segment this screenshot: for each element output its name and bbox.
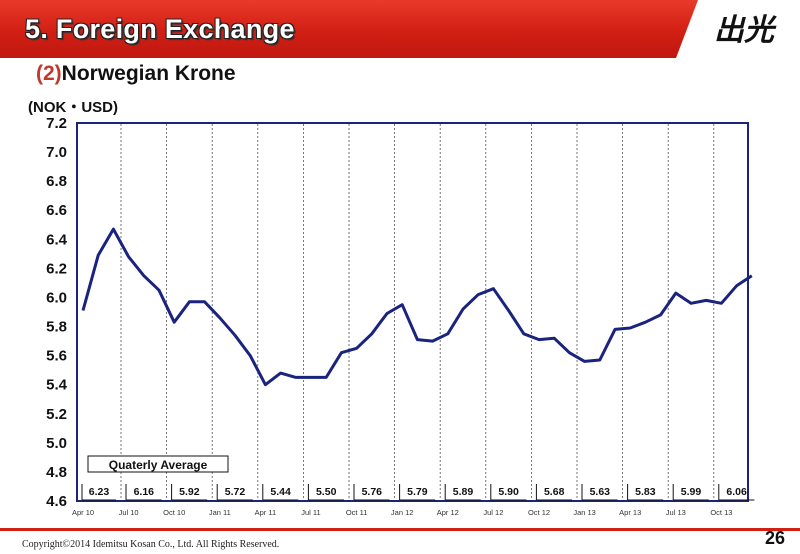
- quarterly-average-value: 5.68: [544, 486, 565, 498]
- quarterly-average-value: 6.16: [134, 486, 155, 498]
- quarterly-average-value: 5.50: [316, 486, 337, 498]
- y-tick-label: 4.8: [46, 464, 67, 481]
- quarterly-average-value: 5.44: [270, 486, 291, 498]
- x-tick-label: Oct 11: [346, 508, 368, 517]
- x-tick-label: Apr 13: [619, 508, 641, 517]
- x-tick-label: Apr 11: [255, 508, 277, 517]
- y-tick-label: 6.8: [46, 173, 67, 190]
- y-tick-label: 5.0: [46, 435, 67, 452]
- quarterly-average-value: 5.72: [225, 486, 246, 498]
- quarterly-average-value: 5.90: [498, 486, 519, 498]
- x-tick-label: Oct 10: [163, 508, 185, 517]
- quarterly-average-value: 5.76: [362, 486, 383, 498]
- x-tick-label: Jul 10: [119, 508, 139, 517]
- section-title: 5. Foreign Exchange: [25, 14, 295, 44]
- quarterly-average-value: 5.89: [453, 486, 474, 498]
- chart-subtitle: (2)Norwegian Krone: [36, 62, 236, 86]
- x-tick-label: Apr 10: [72, 508, 94, 517]
- y-tick-label: 5.6: [46, 348, 67, 365]
- x-tick-label: Jul 11: [301, 508, 320, 517]
- quarterly-average-value: 5.63: [590, 486, 611, 498]
- quarterly-average-label: Quaterly Average: [109, 458, 208, 472]
- y-tick-label: 5.2: [46, 406, 67, 423]
- subtitle-text: Norwegian Krone: [61, 62, 236, 85]
- x-tick-label: Jan 11: [209, 508, 231, 517]
- y-tick-label: 6.0: [46, 289, 67, 306]
- quarterly-average-value: 5.79: [407, 486, 428, 498]
- header-logo-area: [676, 0, 800, 58]
- quarterly-average-value: 5.92: [179, 486, 200, 498]
- y-tick-label: 7.0: [46, 144, 67, 161]
- svg-text:出光: 出光: [714, 13, 777, 48]
- x-tick-label: Jan 12: [391, 508, 414, 517]
- y-tick-label: 6.2: [46, 260, 67, 277]
- page-number: 26: [765, 528, 786, 548]
- x-tick-label: Oct 12: [528, 508, 550, 517]
- x-tick-label: Apr 12: [437, 508, 459, 517]
- y-tick-label: 6.4: [46, 231, 68, 248]
- y-axis-unit-label: (NOK・USD): [28, 99, 118, 116]
- header-bar: [0, 0, 800, 58]
- plot-frame: [76, 122, 749, 502]
- quarterly-average-box: [87, 455, 229, 473]
- quarterly-average-value: 5.99: [681, 486, 702, 498]
- x-tick-label: Jul 12: [483, 508, 503, 517]
- footer-divider: [0, 528, 800, 531]
- x-tick-label: Jan 13: [573, 508, 596, 517]
- subtitle-number: (2): [36, 62, 62, 85]
- y-tick-label: 4.6: [46, 493, 67, 510]
- y-tick-label: 7.2: [46, 115, 67, 132]
- copyright-text: Copyright©2014 Idemitsu Kosan Co., Ltd. …: [22, 539, 280, 550]
- x-tick-label: Jul 13: [666, 508, 686, 517]
- y-tick-label: 5.8: [46, 319, 67, 336]
- quarterly-average-value: 5.83: [635, 486, 656, 498]
- quarterly-average-value: 6.23: [89, 486, 110, 498]
- quarterly-average-value: 6.06: [726, 486, 747, 498]
- y-tick-label: 6.6: [46, 202, 67, 219]
- x-tick-label: Oct 13: [710, 508, 732, 517]
- y-tick-label: 5.4: [46, 377, 68, 394]
- company-logo: 出光: [714, 13, 777, 48]
